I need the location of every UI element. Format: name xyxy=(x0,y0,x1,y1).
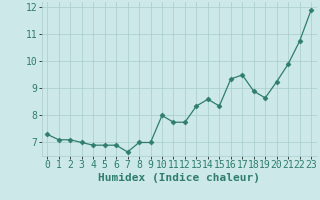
X-axis label: Humidex (Indice chaleur): Humidex (Indice chaleur) xyxy=(98,173,260,183)
